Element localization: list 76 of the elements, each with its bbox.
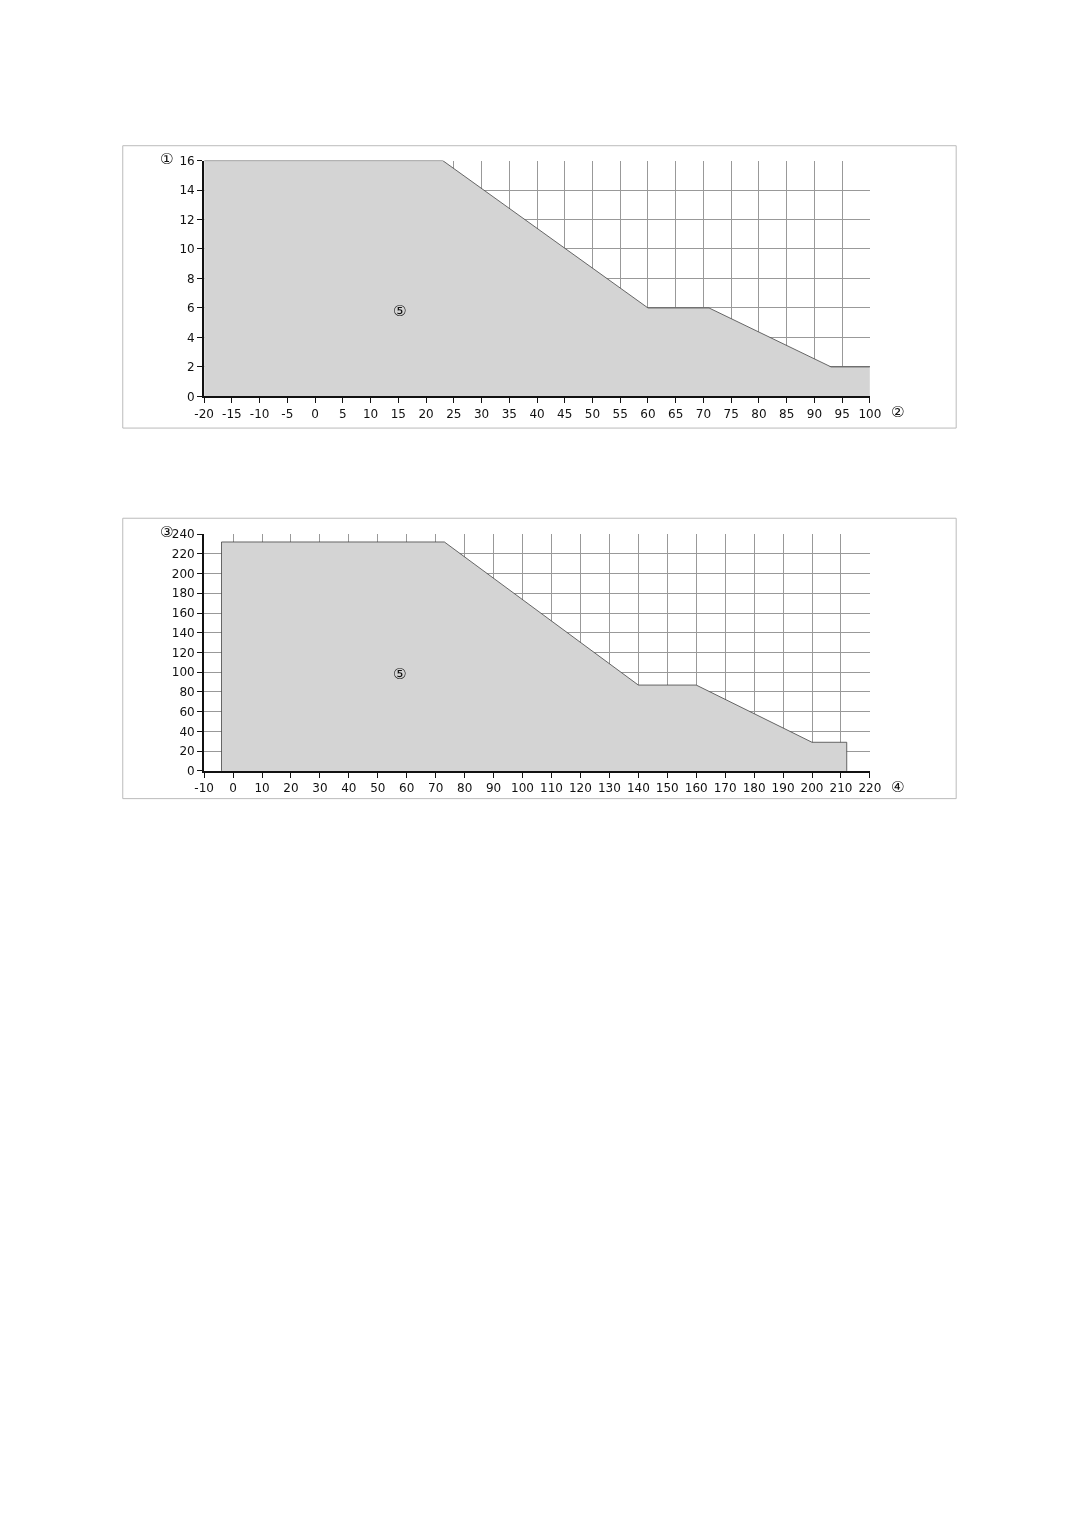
annotation: ⑤ xyxy=(393,302,407,320)
x-tick-label: 190 xyxy=(771,781,795,796)
x-tick-label: 120 xyxy=(568,781,592,796)
y-tick-label: 240 xyxy=(171,527,195,542)
x-tick-label: 220 xyxy=(858,781,882,796)
annotation: ⑤ xyxy=(393,665,407,683)
x-tick-label: 40 xyxy=(529,406,545,421)
x-tick-label: 85 xyxy=(779,406,795,421)
x-tick-label: 55 xyxy=(612,406,628,421)
y-tick-label: 80 xyxy=(179,685,195,700)
y-tick-label: 0 xyxy=(187,389,195,404)
y-tick-label: 12 xyxy=(179,212,195,227)
x-tick-label: -10 xyxy=(194,781,214,796)
y-axis-title: ① xyxy=(160,150,174,168)
y-tick-label: 120 xyxy=(171,645,195,660)
x-tick-label: 70 xyxy=(428,781,444,796)
x-tick-label: 50 xyxy=(584,406,601,421)
y-tick-label: 4 xyxy=(187,330,195,345)
x-tick-label: 45 xyxy=(557,406,573,421)
y-tick-label: 60 xyxy=(179,704,195,719)
y-tick-label: 6 xyxy=(187,301,195,316)
x-tick-label: 10 xyxy=(254,781,270,796)
x-tick-label: -15 xyxy=(222,406,242,421)
x-tick-label: -5 xyxy=(281,406,294,421)
x-tick-label: 60 xyxy=(399,781,415,796)
y-tick-label: 10 xyxy=(179,242,195,257)
x-tick-label: 65 xyxy=(668,406,684,421)
x-tick-label: 90 xyxy=(806,406,823,421)
x-tick-label: 10 xyxy=(362,406,379,421)
x-tick-label: 0 xyxy=(311,406,319,421)
y-tick-label: 2 xyxy=(187,360,195,375)
y-tick-label: 180 xyxy=(171,586,195,601)
x-axis-title: ② xyxy=(891,403,905,421)
y-tick-label: 16 xyxy=(179,153,195,168)
x-tick-label: 170 xyxy=(713,781,737,796)
x-tick-label: 20 xyxy=(418,406,434,421)
x-tick-label: 20 xyxy=(283,781,299,796)
x-tick-label: 50 xyxy=(370,781,386,796)
x-tick-label: 15 xyxy=(390,406,406,421)
x-tick-label: 80 xyxy=(457,781,473,796)
x-tick-label: 5 xyxy=(339,406,347,421)
x-tick-label: 60 xyxy=(640,406,656,421)
x-tick-label: 100 xyxy=(858,406,882,421)
x-tick-label: 35 xyxy=(501,406,517,421)
x-tick-label: 200 xyxy=(800,781,824,796)
x-tick-label: 160 xyxy=(684,781,708,796)
x-tick-label: 75 xyxy=(723,406,739,421)
y-tick-label: 220 xyxy=(171,547,195,562)
x-tick-label: 40 xyxy=(341,781,357,796)
x-tick-label: 30 xyxy=(473,406,490,421)
x-tick-label: 130 xyxy=(597,781,621,796)
x-axis-title: ④ xyxy=(891,778,905,796)
x-tick-label: -20 xyxy=(194,406,214,421)
y-tick-label: 100 xyxy=(171,665,195,680)
y-tick-label: 14 xyxy=(179,183,195,198)
x-tick-label: 90 xyxy=(485,781,502,796)
x-tick-label: 110 xyxy=(540,781,563,796)
y-tick-label: 8 xyxy=(187,271,195,286)
x-tick-label: 95 xyxy=(834,406,850,421)
x-tick-label: 0 xyxy=(229,781,237,796)
y-tick-label: 20 xyxy=(179,744,195,759)
y-tick-label: 40 xyxy=(179,724,195,739)
y-tick-label: 200 xyxy=(171,566,195,581)
y-tick-label: 0 xyxy=(187,764,195,779)
x-tick-label: 70 xyxy=(695,406,712,421)
x-tick-label: 210 xyxy=(829,781,853,796)
x-tick-label: 80 xyxy=(751,406,767,421)
x-tick-label: -10 xyxy=(249,406,270,421)
y-tick-label: 160 xyxy=(171,606,195,621)
x-tick-label: 140 xyxy=(626,781,650,796)
x-tick-label: 100 xyxy=(511,781,534,796)
x-tick-label: 30 xyxy=(312,781,328,796)
x-tick-label: 25 xyxy=(446,406,462,421)
x-tick-label: 150 xyxy=(655,781,679,796)
y-tick-label: 140 xyxy=(171,625,195,640)
x-tick-label: 180 xyxy=(742,781,766,796)
